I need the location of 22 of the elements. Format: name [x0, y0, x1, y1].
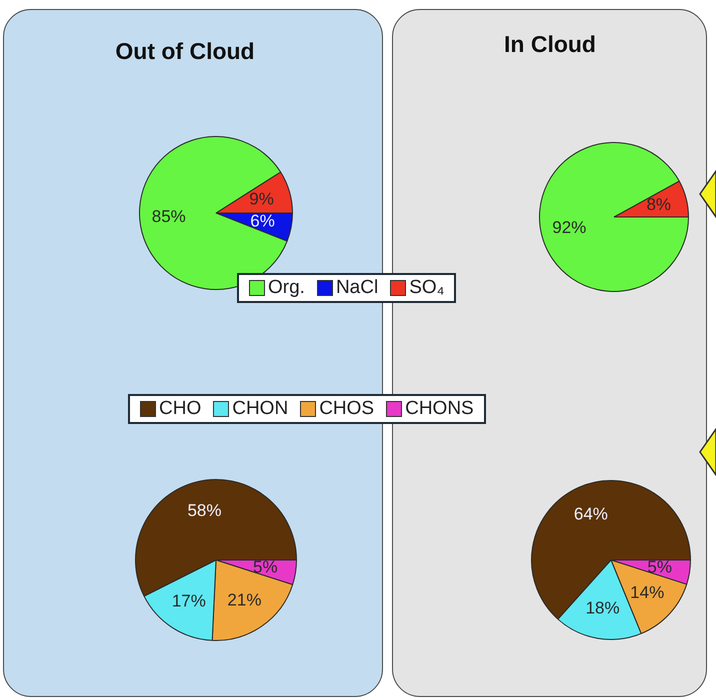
data-label: 5% [253, 557, 278, 576]
data-label: 8% [646, 195, 672, 214]
data-label: 21% [227, 590, 262, 610]
chart-title: In Cloud [503, 31, 597, 58]
legend-label: CHON [232, 398, 288, 420]
legend-label: CHOS [319, 398, 374, 420]
data-label: 85% [152, 207, 186, 226]
legend-label: CHO [159, 398, 202, 420]
legend-label: CHONS [405, 398, 474, 420]
data-label: 18% [586, 598, 620, 618]
data-label: 5% [647, 557, 672, 576]
data-label: 6% [250, 212, 275, 231]
legend-label: NaCl [336, 277, 378, 299]
chart-title: Out of Cloud [114, 38, 256, 65]
data-label: 58% [187, 501, 222, 520]
data-label: 64% [574, 504, 608, 524]
data-label: 92% [552, 218, 586, 238]
data-label: 17% [172, 592, 206, 611]
data-label: 9% [249, 189, 274, 208]
legend-label: Org. [268, 277, 305, 299]
data-label: 14% [630, 583, 664, 602]
legend-label: SO₄ [409, 277, 444, 299]
